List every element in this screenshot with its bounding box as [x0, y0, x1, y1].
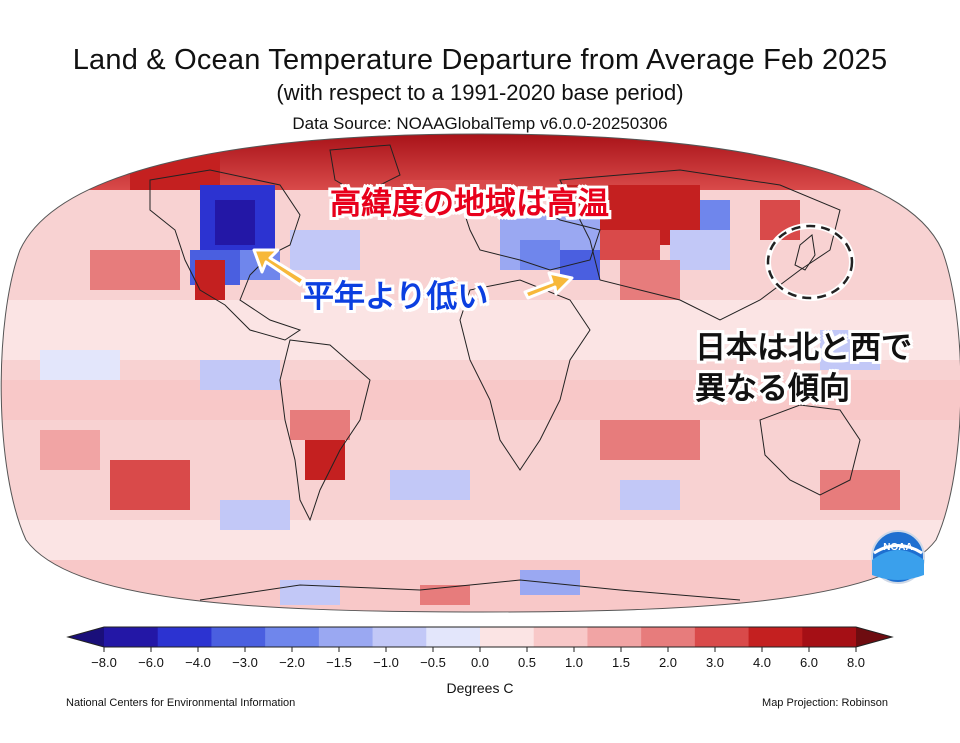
footer-projection: Map Projection: Robinson — [762, 697, 888, 709]
colorbar-tick-label: −3.0 — [232, 655, 258, 670]
colorbar-arrow-left — [68, 627, 104, 647]
colorbar-segment — [480, 627, 535, 647]
colorbar-segment — [641, 627, 696, 647]
colorbar-segment — [265, 627, 320, 647]
japan-coast — [794, 234, 816, 271]
asia-coast — [559, 169, 841, 321]
map-subtitle: (with respect to a 1991-2020 base period… — [276, 80, 684, 105]
colorbar-tick-label: −0.5 — [420, 655, 446, 670]
colorbar-tick-label: −6.0 — [138, 655, 164, 670]
arrow-europe — [523, 271, 574, 300]
colorbar-ticks: −8.0 −6.0 −4.0 −3.0 −2.0 −1.5 −1.0 −0.5 0.0 0.5 1.… — [91, 647, 865, 670]
africa-coast — [459, 279, 591, 471]
annotation-japan-line1: 日本は北と西で — [695, 330, 912, 366]
colorbar-segment — [587, 627, 642, 647]
colorbar-segment — [802, 627, 857, 647]
anomaly-field — [1, 134, 960, 612]
south-america-coast — [279, 339, 371, 522]
greenland-coast — [329, 144, 401, 196]
colorbar-label: Degrees C — [446, 680, 514, 696]
europe-coast — [459, 194, 601, 271]
antarctica-coast — [199, 579, 741, 601]
colorbar-tick-label: 6.0 — [800, 655, 818, 670]
arrow-north-america — [252, 248, 306, 287]
map-title: Land & Ocean Temperature Departure from … — [72, 44, 888, 76]
annotation-japan-line2: 異なる傾向 — [695, 371, 850, 407]
colorbar-tick-label: −8.0 — [91, 655, 117, 670]
annotation-japan: 日本は北と西で 異なる傾向 — [695, 328, 912, 410]
colorbar — [66, 626, 894, 648]
colorbar-segment — [157, 627, 212, 647]
colorbar-arrow-right — [856, 627, 892, 647]
coastlines — [149, 144, 861, 601]
japan-highlight-circle — [766, 224, 854, 300]
colorbar-tick-label: 8.0 — [847, 655, 865, 670]
colorbar-segment — [426, 627, 481, 647]
annotation-below-normal: 平年より低い — [303, 279, 489, 315]
colorbar-segment — [318, 627, 374, 647]
data-source: Data Source: NOAAGlobalTemp v6.0.0-20250… — [292, 114, 668, 133]
colorbar-tick-label: −2.0 — [279, 655, 305, 670]
noaa-logo-text: NOAA — [883, 542, 912, 553]
colorbar-segment — [211, 627, 266, 647]
globe-outline — [0, 133, 960, 613]
colorbar-tick-label: −1.5 — [326, 655, 352, 670]
australia-coast — [759, 404, 861, 496]
colorbar-segment — [533, 627, 588, 647]
colorbar-segment — [694, 627, 750, 647]
colorbar-segment — [748, 627, 803, 647]
colorbar-tick-label: 4.0 — [753, 655, 771, 670]
colorbar-tick-label: 0.5 — [518, 655, 536, 670]
colorbar-tick-label: 0.0 — [471, 655, 489, 670]
footer-credit: National Centers for Environmental Infor… — [66, 697, 296, 709]
colorbar-tick-label: 3.0 — [706, 655, 724, 670]
noaa-logo: NOAA — [871, 530, 925, 584]
colorbar-segment — [104, 627, 159, 647]
colorbar-tick-label: −4.0 — [185, 655, 211, 670]
annotation-high-latitudes: 高緯度の地域は高温 — [330, 186, 609, 222]
colorbar-tick-label: 1.0 — [565, 655, 583, 670]
colorbar-segment — [372, 627, 427, 647]
colorbar-tick-label: 2.0 — [659, 655, 677, 670]
colorbar-tick-label: −1.0 — [373, 655, 399, 670]
north-america-coast — [149, 169, 302, 341]
colorbar-tick-label: 1.5 — [612, 655, 630, 670]
